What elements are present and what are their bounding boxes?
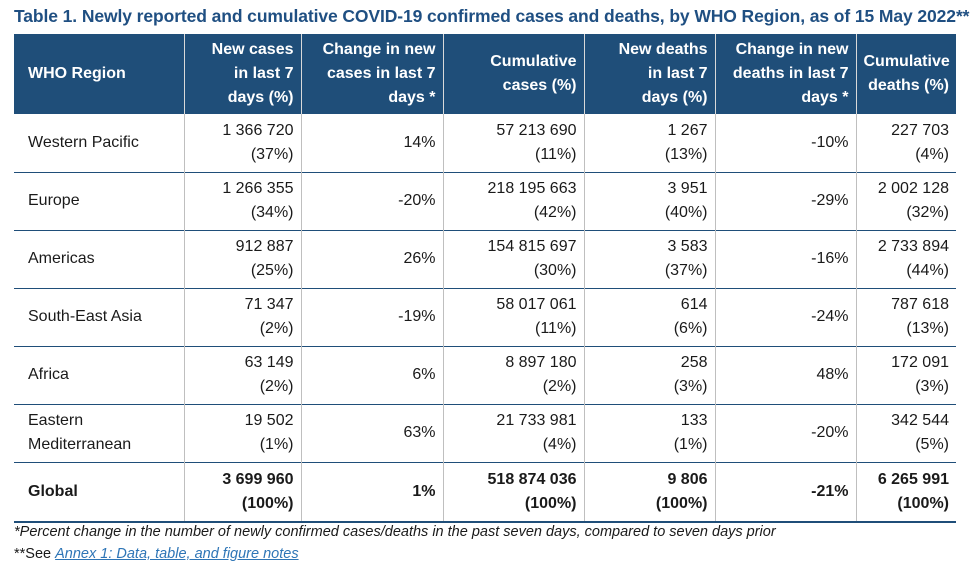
cell-cumulative-deaths: 342 544 (5%) — [891, 412, 949, 453]
cell-new-deaths: 133 (1%) — [584, 404, 716, 462]
cell-cumulative-cases: 57 213 690 (11%) — [443, 114, 585, 172]
cell-new-cases: 912 887 (25%) — [184, 230, 302, 288]
header-cumulative-deaths: Cumulative deaths (%) — [856, 34, 956, 114]
cell-new-cases: 71 347 (2%) — [184, 288, 302, 346]
cell-new-cases: 63 149 (2%) — [184, 346, 302, 404]
cell-new-cases: 1 366 720 (37%) — [184, 114, 302, 172]
cell-cumulative-deaths: 6 265 991 (100%) — [856, 462, 956, 523]
global-row: Global 3 699 960 (100%) 1% 518 874 036 (100%)… — [14, 462, 956, 523]
cell-new-deaths: 258 (3%) — [584, 346, 716, 404]
cell-change-cases: -20% — [301, 172, 444, 230]
cell-change-deaths: -24% — [715, 288, 857, 346]
cell-cumulative-deaths: 787 618 (13%) — [891, 296, 949, 337]
cell-region: Global — [14, 462, 185, 523]
cell-region: Eastern Mediterranean — [14, 404, 185, 462]
table-row: Western Pacific 1 366 720 (37%) 14% 57 213 6… — [14, 114, 956, 172]
cell-change-deaths: -16% — [715, 230, 857, 288]
header-new-cases: New cases in last 7 days (%) — [184, 34, 302, 114]
cell-region: Europe — [14, 172, 185, 230]
table-title: Table 1. Newly reported and cumulative C… — [14, 6, 970, 26]
table-row: Africa 63 149 (2%) 6% 8 897 180 (2%) 258 (3%) 48… — [14, 346, 956, 404]
cell-change-deaths: -21% — [715, 462, 857, 523]
cell-change-cases: 1% — [301, 462, 444, 523]
footnote-percent-change: *Percent change in the number of newly c… — [14, 524, 776, 540]
cell-cumulative-deaths: 227 703 (4%) — [891, 121, 949, 163]
cell-cumulative-cases: 518 874 036 (100%) — [443, 462, 585, 523]
cell-new-deaths: 3 583 (37%) — [584, 230, 716, 288]
cell-new-cases: 1 266 355 (34%) — [184, 172, 302, 230]
table-row: South-East Asia 71 347 (2%) -19% 58 017 061(… — [14, 288, 956, 346]
cell-new-deaths: 1 267 (13%) — [584, 114, 716, 172]
cell-change-cases: 26% — [301, 230, 444, 288]
cell-cumulative-cases: 154 815 697 (30%) — [443, 230, 585, 288]
cell-change-cases: 14% — [301, 114, 444, 172]
table-row: Eastern Mediterranean 19 502 (1%) 63% 21 733 … — [14, 404, 956, 462]
cell-cumulative-deaths: 2 733 894 (44%) — [877, 238, 949, 279]
cell-cumulative-cases: 21 733 981 (4%) — [443, 404, 585, 462]
header-cumulative-cases: Cumulative cases (%) — [443, 34, 585, 114]
header-new-deaths: New deaths in last 7 days (%) — [584, 34, 716, 114]
cell-change-deaths: -29% — [715, 172, 857, 230]
header-change-deaths: Change in new deaths in last 7 days * — [715, 34, 857, 114]
header-region: WHO Region — [14, 34, 185, 114]
cell-cumulative-deaths: 172 091 (3%) — [891, 354, 949, 395]
annex-link[interactable]: Annex 1: Data, table, and figure notes — [55, 546, 299, 562]
cell-cumulative-deaths: 2 002 128 (32%) — [877, 180, 949, 221]
header-change-cases: Change in new cases in last 7 days * — [301, 34, 444, 114]
header-row: WHO Region New cases in last 7 days (%) Ch… — [14, 34, 956, 114]
cell-region: Western Pacific — [14, 114, 185, 172]
cell-region: Africa — [14, 346, 185, 404]
cell-region: South-East Asia — [14, 288, 185, 346]
table-row: Americas 912 887 (25%) 26% 154 815 697 (30%) 3… — [14, 230, 956, 288]
cell-cumulative-cases: 218 195 663 (42%) — [443, 172, 585, 230]
cell-change-cases: 6% — [301, 346, 444, 404]
cell-cumulative-cases: 58 017 061 (11%) — [443, 288, 585, 346]
cell-new-cases: 19 502 (1%) — [184, 404, 302, 462]
cell-new-deaths: 3 951 (40%) — [584, 172, 716, 230]
cell-change-deaths: -20% — [715, 404, 857, 462]
cell-region: Americas — [14, 230, 185, 288]
cell-change-deaths: -10% — [715, 114, 857, 172]
table-row: Europe 1 266 355 (34%) -20% 218 195 663 (42%)… — [14, 172, 956, 230]
footnote-annex: **See Annex 1: Data, table, and figure n… — [14, 546, 299, 562]
covid-table: WHO Region New cases in last 7 days (%) Ch… — [14, 34, 956, 523]
cell-new-deaths: 9 806 (100%) — [584, 462, 716, 523]
cell-new-deaths: 614 (6%) — [584, 288, 716, 346]
cell-change-cases: 63% — [301, 404, 444, 462]
cell-new-cases: 3 699 960 (100%) — [184, 462, 302, 523]
cell-cumulative-cases: 8 897 180 (2%) — [443, 346, 585, 404]
cell-change-cases: -19% — [301, 288, 444, 346]
cell-change-deaths: 48% — [715, 346, 857, 404]
